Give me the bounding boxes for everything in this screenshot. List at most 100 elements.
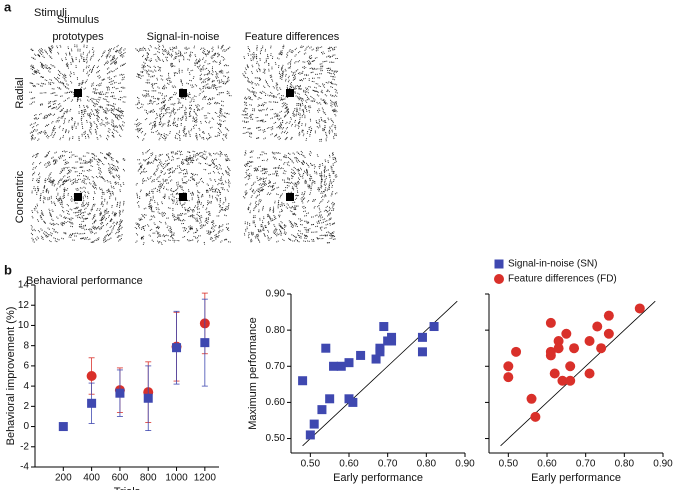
- x-axis-label: Early performance: [333, 472, 423, 484]
- row-label: Radial: [14, 77, 26, 108]
- y-tick-label: -4: [20, 462, 29, 473]
- x-tick-label: 0.90: [455, 459, 475, 470]
- y-tick-label: 0.90: [266, 289, 286, 300]
- column-header: Stimulus prototypes: [52, 14, 104, 43]
- stimulus-dots: [30, 150, 126, 244]
- panel-label: b: [4, 262, 12, 277]
- data-point: [592, 321, 603, 332]
- data-point: [545, 350, 556, 361]
- data-point: [553, 335, 564, 346]
- x-tick-label: 0.60: [537, 459, 557, 470]
- column-header: Feature differences: [244, 31, 340, 43]
- stimulus-dots: [29, 44, 127, 142]
- x-tick-label: 800: [140, 473, 157, 484]
- data-point: [503, 361, 514, 372]
- data-point: [371, 354, 381, 364]
- data-point: [87, 398, 97, 408]
- y-axis-label: Behavioral improvement (%): [5, 307, 17, 446]
- reference-line: [500, 300, 656, 447]
- data-point: [596, 343, 607, 354]
- y-tick-label: 10: [18, 320, 30, 331]
- y-tick-label: 0.80: [266, 325, 286, 336]
- column-header: Signal-in-noise: [146, 31, 220, 43]
- data-point: [143, 393, 153, 403]
- x-tick-label: 0.50: [499, 459, 519, 470]
- data-point: [545, 317, 556, 328]
- data-point: [298, 376, 308, 386]
- y-tick-label: 0.50: [266, 433, 286, 444]
- data-point: [356, 350, 366, 360]
- x-tick-label: 1000: [165, 473, 188, 484]
- data-point: [530, 411, 541, 422]
- data-point: [584, 368, 595, 379]
- y-tick-label: 2: [23, 401, 29, 412]
- data-point: [549, 368, 560, 379]
- fixation-square: [74, 89, 82, 97]
- stimulus-dots: [242, 150, 338, 244]
- data-point: [526, 393, 537, 404]
- data-point: [417, 332, 427, 342]
- data-point: [86, 371, 97, 381]
- x-tick-label: 1200: [194, 473, 217, 484]
- data-point: [379, 322, 389, 332]
- data-point: [321, 343, 331, 353]
- y-tick-label: -2: [20, 441, 29, 452]
- y-tick-label: 0.60: [266, 397, 286, 408]
- y-axis-label: Maximum performance: [247, 317, 259, 429]
- panel-title: Stimuli: [34, 7, 67, 19]
- y-tick-label: 4: [23, 381, 29, 392]
- x-tick-label: 0.80: [417, 459, 437, 470]
- legend-label: Signal-in-noise (SN): [508, 259, 597, 270]
- data-point: [561, 328, 572, 339]
- x-tick-label: 600: [112, 473, 129, 484]
- data-point: [309, 419, 319, 429]
- fixation-square: [286, 89, 294, 97]
- x-axis-label: Trials: [114, 486, 141, 490]
- legend-marker: [494, 274, 504, 284]
- data-point: [569, 343, 580, 354]
- data-point: [375, 347, 385, 357]
- data-point: [553, 343, 564, 354]
- fixation-square: [179, 89, 187, 97]
- fixation-square: [74, 193, 82, 201]
- x-tick-label: 0.60: [339, 459, 359, 470]
- data-point: [58, 422, 68, 432]
- y-tick-label: 6: [23, 361, 29, 372]
- data-point: [603, 328, 614, 339]
- data-point: [115, 388, 125, 398]
- data-point: [503, 372, 514, 383]
- stimulus-dots: [134, 149, 231, 245]
- data-point: [344, 358, 354, 368]
- y-tick-label: 14: [18, 280, 30, 291]
- data-point: [172, 343, 182, 353]
- panel-label: a: [4, 0, 12, 14]
- x-tick-label: 0.70: [378, 459, 398, 470]
- x-tick-label: 0.90: [653, 459, 673, 470]
- data-point: [417, 347, 427, 357]
- data-point: [634, 303, 645, 314]
- x-tick-label: 400: [83, 473, 100, 484]
- y-tick-label: 8: [23, 340, 29, 351]
- x-axis-label: Early performance: [531, 472, 621, 484]
- data-point: [429, 322, 439, 332]
- data-point: [317, 405, 327, 415]
- data-point: [565, 361, 576, 372]
- fixation-square: [179, 193, 187, 201]
- x-tick-label: 0.50: [301, 459, 321, 470]
- data-point: [603, 310, 614, 321]
- data-point: [336, 361, 346, 371]
- x-tick-label: 0.70: [576, 459, 596, 470]
- panel-title: Behavioral performance: [26, 275, 143, 287]
- legend-marker: [494, 259, 504, 269]
- data-point: [511, 346, 522, 357]
- x-tick-label: 200: [55, 473, 72, 484]
- data-point: [557, 375, 568, 386]
- y-tick-label: 12: [18, 300, 30, 311]
- fixation-square: [286, 193, 294, 201]
- data-point: [305, 430, 315, 440]
- y-tick-label: 0: [23, 421, 29, 432]
- data-point: [348, 397, 358, 407]
- row-label: Concentric: [14, 170, 26, 223]
